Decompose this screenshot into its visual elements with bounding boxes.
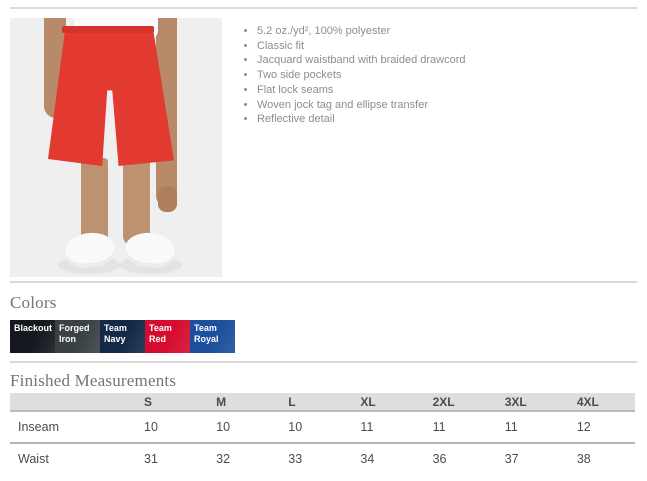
measurements-body: Inseam 10 10 10 11 11 11 12 Waist 31 32 33 34 36 37 38 [10,412,635,474]
swatch-label: Blackout [14,323,53,333]
size-column-header: XL [346,393,419,412]
measurements-heading: Finished Measurements [10,371,177,390]
swatch-label: Forged Iron [59,323,90,344]
measurement-value: 36 [418,444,491,474]
size-header-corner [10,393,130,412]
measurement-row: Waist 31 32 33 34 36 37 38 [10,444,635,474]
measurement-value: 10 [274,412,347,444]
top-divider [10,7,637,9]
size-header-row: S M L XL 2XL 3XL 4XL [10,393,635,412]
measurement-value: 11 [490,412,563,444]
feature-item: Two side pockets [257,68,466,83]
product-detail-page: 5.2 oz./yd², 100% polyesterClassic fitJa… [0,7,647,474]
measurement-value: 34 [346,444,419,474]
size-column-header: S [130,393,203,412]
swatch-label: Team Red [149,323,172,344]
size-column-header: M [202,393,275,412]
measurement-value: 11 [418,412,491,444]
feature-item: Classic fit [257,39,466,54]
measurements-table: S M L XL 2XL 3XL 4XL Inseam 10 10 10 11 11 11 12 Waist… [10,393,635,474]
feature-item: 5.2 oz./yd², 100% polyester [257,24,466,39]
swatch-label: Team Navy [104,323,127,344]
color-swatch-forged-iron[interactable]: Forged Iron [55,320,100,353]
model-right-hand [158,186,177,212]
colors-heading: Colors [10,293,57,312]
measurement-value: 10 [202,412,275,444]
measurement-value: 33 [274,444,347,474]
size-column-header: 2XL [418,393,491,412]
measurement-row: Inseam 10 10 10 11 11 11 12 [10,412,635,444]
colors-divider [10,281,637,283]
size-column-header: L [274,393,347,412]
measurement-row-label: Inseam [10,412,130,444]
color-swatch-blackout[interactable]: Blackout [10,320,55,353]
shorts-waistband [62,26,154,33]
color-swatch-team-royal[interactable]: Team Royal [190,320,235,353]
measurement-value: 10 [130,412,203,444]
red-shorts [48,26,174,166]
model-left-leg [81,158,108,246]
measurement-row-label: Waist [10,444,130,474]
feature-item: Flat lock seams [257,83,466,98]
product-overview: 5.2 oz./yd², 100% polyesterClassic fitJa… [10,18,637,277]
color-swatch-team-navy[interactable]: Team Navy [100,320,145,353]
color-swatch-team-red[interactable]: Team Red [145,320,190,353]
size-column-header: 3XL [490,393,563,412]
feature-item: Jacquard waistband with braided drawcord [257,53,466,68]
measurements-divider [10,361,637,363]
feature-list: 5.2 oz./yd², 100% polyesterClassic fitJa… [222,24,466,277]
measurement-value: 11 [346,412,419,444]
swatch-label: Team Royal [194,323,219,344]
feature-item: Reflective detail [257,112,466,127]
product-photo [10,18,222,277]
size-column-header: 4XL [562,393,635,412]
measurement-value: 31 [130,444,203,474]
color-swatches: Blackout Forged Iron Team Navy Team Red Team… [10,320,637,353]
measurement-value: 37 [490,444,563,474]
model-right-leg [123,158,150,246]
measurement-value: 38 [562,444,635,474]
feature-item: Woven jock tag and ellipse transfer [257,98,466,113]
measurement-value: 12 [562,412,635,444]
measurement-value: 32 [202,444,275,474]
